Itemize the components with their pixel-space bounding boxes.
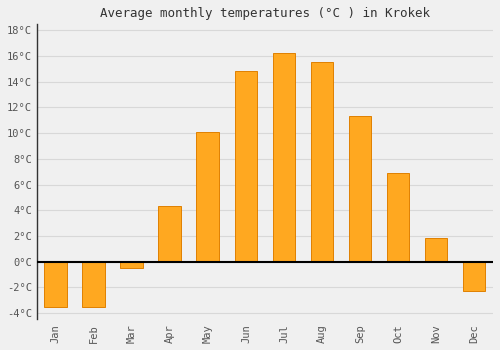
Bar <box>348 117 372 261</box>
Bar <box>82 261 105 307</box>
Bar <box>386 173 409 261</box>
Bar <box>424 238 448 261</box>
Bar <box>272 54 295 261</box>
Bar <box>234 71 258 261</box>
Bar <box>120 261 144 268</box>
Bar <box>310 62 334 261</box>
Title: Average monthly temperatures (°C ) in Krokek: Average monthly temperatures (°C ) in Kr… <box>100 7 430 20</box>
Bar <box>44 261 67 307</box>
Bar <box>462 261 485 291</box>
Bar <box>196 132 220 261</box>
Bar <box>158 206 182 261</box>
